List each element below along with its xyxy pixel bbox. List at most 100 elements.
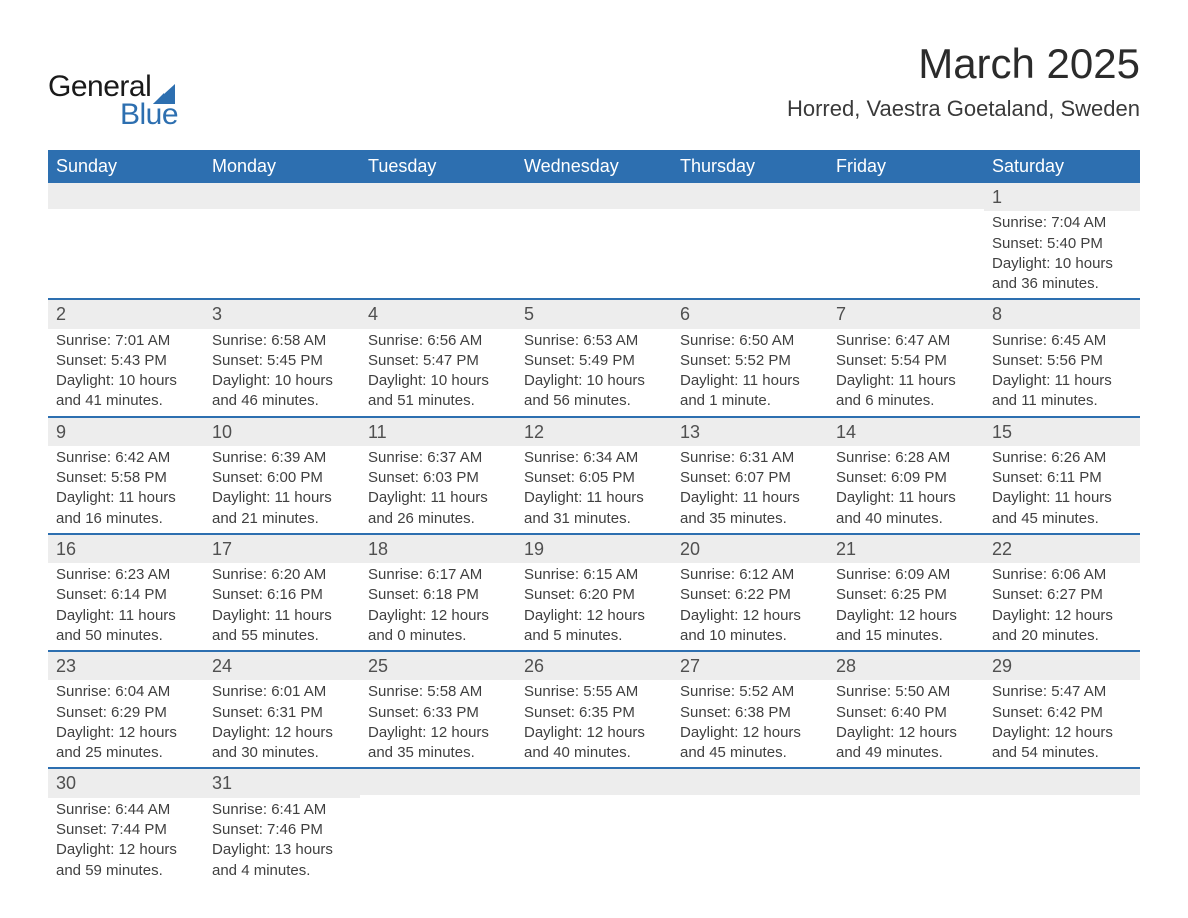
calendar-cell bbox=[360, 769, 516, 884]
cell-body: Sunrise: 6:50 AMSunset: 5:52 PMDaylight:… bbox=[672, 329, 828, 416]
daylight-line: and 45 minutes. bbox=[680, 743, 820, 763]
sunrise-line: Sunrise: 6:41 AM bbox=[212, 800, 352, 820]
blank-cell-body bbox=[48, 209, 204, 287]
day-number: 20 bbox=[680, 539, 700, 559]
blank-cell-body bbox=[516, 795, 672, 873]
calendar-cell: 29Sunrise: 5:47 AMSunset: 6:42 PMDayligh… bbox=[984, 652, 1140, 767]
daylight-line: Daylight: 11 hours bbox=[680, 488, 820, 508]
sunrise-line: Sunrise: 6:58 AM bbox=[212, 331, 352, 351]
daylight-line: and 40 minutes. bbox=[524, 743, 664, 763]
daylight-line: Daylight: 12 hours bbox=[680, 723, 820, 743]
day-number: 1 bbox=[992, 187, 1002, 207]
day-number: 11 bbox=[368, 422, 387, 442]
daynum-row: 21 bbox=[828, 535, 984, 563]
sunrise-line: Sunrise: 6:09 AM bbox=[836, 565, 976, 585]
daylight-line: and 1 minute. bbox=[680, 391, 820, 411]
cell-body: Sunrise: 5:50 AMSunset: 6:40 PMDaylight:… bbox=[828, 680, 984, 767]
cell-body: Sunrise: 6:28 AMSunset: 6:09 PMDaylight:… bbox=[828, 446, 984, 533]
cell-body: Sunrise: 6:15 AMSunset: 6:20 PMDaylight:… bbox=[516, 563, 672, 650]
sunrise-line: Sunrise: 5:52 AM bbox=[680, 682, 820, 702]
calendar-cell: 1Sunrise: 7:04 AMSunset: 5:40 PMDaylight… bbox=[984, 183, 1140, 298]
sunset-line: Sunset: 6:38 PM bbox=[680, 703, 820, 723]
calendar-cell: 23Sunrise: 6:04 AMSunset: 6:29 PMDayligh… bbox=[48, 652, 204, 767]
sunset-line: Sunset: 6:35 PM bbox=[524, 703, 664, 723]
sunrise-line: Sunrise: 6:04 AM bbox=[56, 682, 196, 702]
header: General Blue March 2025 Horred, Vaestra … bbox=[48, 40, 1140, 132]
day-number: 31 bbox=[212, 773, 232, 793]
blank-cell-body bbox=[360, 795, 516, 873]
sunrise-line: Sunrise: 6:20 AM bbox=[212, 565, 352, 585]
day-number: 28 bbox=[836, 656, 856, 676]
day-number: 23 bbox=[56, 656, 76, 676]
calendar-cell bbox=[828, 183, 984, 298]
calendar-cell: 19Sunrise: 6:15 AMSunset: 6:20 PMDayligh… bbox=[516, 535, 672, 650]
dow-tuesday: Tuesday bbox=[360, 150, 516, 183]
sunset-line: Sunset: 5:47 PM bbox=[368, 351, 508, 371]
sunset-line: Sunset: 5:58 PM bbox=[56, 468, 196, 488]
week-row: 9Sunrise: 6:42 AMSunset: 5:58 PMDaylight… bbox=[48, 416, 1140, 533]
sunset-line: Sunset: 7:46 PM bbox=[212, 820, 352, 840]
daylight-line: Daylight: 10 hours bbox=[524, 371, 664, 391]
calendar-cell: 14 Sunrise: 6:28 AMSunset: 6:09 PMDayligh… bbox=[828, 418, 984, 533]
blank-cell-body bbox=[672, 795, 828, 873]
cell-body: Sunrise: 6:01 AMSunset: 6:31 PMDaylight:… bbox=[204, 680, 360, 767]
blank-daynum-row bbox=[828, 183, 984, 209]
day-number: 13 bbox=[680, 422, 700, 442]
sunrise-line: Sunrise: 6:28 AM bbox=[836, 448, 976, 468]
daylight-line: and 56 minutes. bbox=[524, 391, 664, 411]
daynum-row: 2 bbox=[48, 300, 204, 328]
sunset-line: Sunset: 6:22 PM bbox=[680, 585, 820, 605]
day-number: 21 bbox=[836, 539, 856, 559]
sunset-line: Sunset: 5:45 PM bbox=[212, 351, 352, 371]
calendar-cell bbox=[984, 769, 1140, 884]
sunrise-line: Sunrise: 6:12 AM bbox=[680, 565, 820, 585]
daylight-line: Daylight: 11 hours bbox=[992, 488, 1132, 508]
blank-daynum-row bbox=[516, 769, 672, 795]
calendar-cell: 16Sunrise: 6:23 AMSunset: 6:14 PMDayligh… bbox=[48, 535, 204, 650]
cell-body: Sunrise: 6:12 AMSunset: 6:22 PMDaylight:… bbox=[672, 563, 828, 650]
sunset-line: Sunset: 6:42 PM bbox=[992, 703, 1132, 723]
sunset-line: Sunset: 6:16 PM bbox=[212, 585, 352, 605]
week-row: 1Sunrise: 7:04 AMSunset: 5:40 PMDaylight… bbox=[48, 183, 1140, 298]
calendar-cell bbox=[672, 769, 828, 884]
daylight-line: Daylight: 12 hours bbox=[836, 723, 976, 743]
day-number: 27 bbox=[680, 656, 700, 676]
day-number: 14 bbox=[836, 422, 856, 442]
sunrise-line: Sunrise: 6:53 AM bbox=[524, 331, 664, 351]
blank-daynum-row bbox=[672, 769, 828, 795]
sunrise-line: Sunrise: 7:04 AM bbox=[992, 213, 1132, 233]
daylight-line: Daylight: 13 hours bbox=[212, 840, 352, 860]
sunset-line: Sunset: 6:40 PM bbox=[836, 703, 976, 723]
daynum-row: 30 bbox=[48, 769, 204, 797]
day-number: 4 bbox=[368, 304, 378, 324]
calendar-cell: 31 Sunrise: 6:41 AMSunset: 7:46 PMDayligh… bbox=[204, 769, 360, 884]
cell-body: Sunrise: 6:09 AMSunset: 6:25 PMDaylight:… bbox=[828, 563, 984, 650]
sunrise-line: Sunrise: 6:34 AM bbox=[524, 448, 664, 468]
calendar-cell bbox=[516, 183, 672, 298]
cell-body: Sunrise: 5:52 AMSunset: 6:38 PMDaylight:… bbox=[672, 680, 828, 767]
calendar-cell: 9Sunrise: 6:42 AMSunset: 5:58 PMDaylight… bbox=[48, 418, 204, 533]
calendar-cell: 5Sunrise: 6:53 AMSunset: 5:49 PMDaylight… bbox=[516, 300, 672, 415]
day-number: 16 bbox=[56, 539, 76, 559]
daynum-row: 14 bbox=[828, 418, 984, 446]
daynum-row: 10 bbox=[204, 418, 360, 446]
sunrise-line: Sunrise: 6:39 AM bbox=[212, 448, 352, 468]
cell-body: Sunrise: 7:01 AMSunset: 5:43 PMDaylight:… bbox=[48, 329, 204, 416]
daylight-line: Daylight: 12 hours bbox=[368, 606, 508, 626]
calendar-cell: 24Sunrise: 6:01 AMSunset: 6:31 PMDayligh… bbox=[204, 652, 360, 767]
title-block: March 2025 Horred, Vaestra Goetaland, Sw… bbox=[787, 40, 1140, 122]
cell-body: Sunrise: 6:47 AMSunset: 5:54 PMDaylight:… bbox=[828, 329, 984, 416]
day-number: 29 bbox=[992, 656, 1012, 676]
daynum-row: 8 bbox=[984, 300, 1140, 328]
daylight-line: and 35 minutes. bbox=[680, 509, 820, 529]
day-number: 5 bbox=[524, 304, 534, 324]
sunrise-line: Sunrise: 5:55 AM bbox=[524, 682, 664, 702]
daynum-row: 4 bbox=[360, 300, 516, 328]
calendar-cell: 4Sunrise: 6:56 AMSunset: 5:47 PMDaylight… bbox=[360, 300, 516, 415]
blank-daynum-row bbox=[984, 769, 1140, 795]
daynum-row: 25 bbox=[360, 652, 516, 680]
blank-daynum-row bbox=[360, 183, 516, 209]
dow-row: Sunday Monday Tuesday Wednesday Thursday… bbox=[48, 150, 1140, 183]
daylight-line: Daylight: 11 hours bbox=[992, 371, 1132, 391]
week-row: 2Sunrise: 7:01 AMSunset: 5:43 PMDaylight… bbox=[48, 298, 1140, 415]
